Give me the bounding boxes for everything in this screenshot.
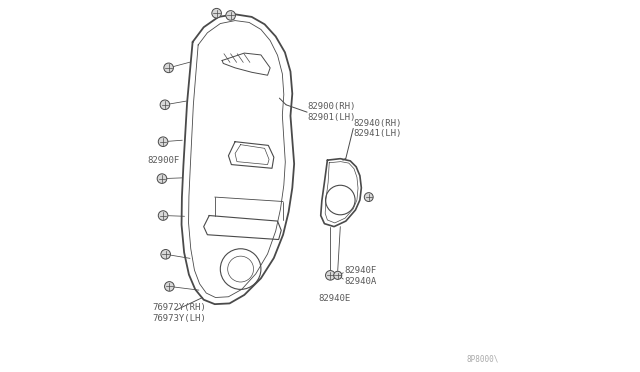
Circle shape	[164, 282, 174, 291]
Text: 82940F: 82940F	[344, 266, 376, 275]
Text: 8P8000\: 8P8000\	[467, 354, 499, 363]
Circle shape	[212, 9, 221, 18]
Text: 82940(RH): 82940(RH)	[353, 119, 402, 128]
Text: 82941(LH): 82941(LH)	[353, 129, 402, 138]
Circle shape	[164, 63, 173, 73]
Text: 82900(RH): 82900(RH)	[307, 102, 355, 111]
Circle shape	[364, 193, 373, 202]
Circle shape	[161, 250, 170, 259]
Text: 82900F: 82900F	[147, 156, 179, 166]
Circle shape	[160, 100, 170, 110]
Circle shape	[158, 211, 168, 220]
Text: 76972Y(RH): 76972Y(RH)	[152, 303, 205, 312]
Text: 82901(LH): 82901(LH)	[307, 113, 355, 122]
Circle shape	[226, 11, 236, 20]
Circle shape	[157, 174, 167, 183]
Circle shape	[326, 270, 335, 280]
Text: 82940A: 82940A	[344, 278, 376, 286]
Text: 82940E: 82940E	[318, 294, 351, 303]
Circle shape	[333, 271, 342, 279]
Circle shape	[158, 137, 168, 147]
Text: 76973Y(LH): 76973Y(LH)	[152, 314, 205, 323]
